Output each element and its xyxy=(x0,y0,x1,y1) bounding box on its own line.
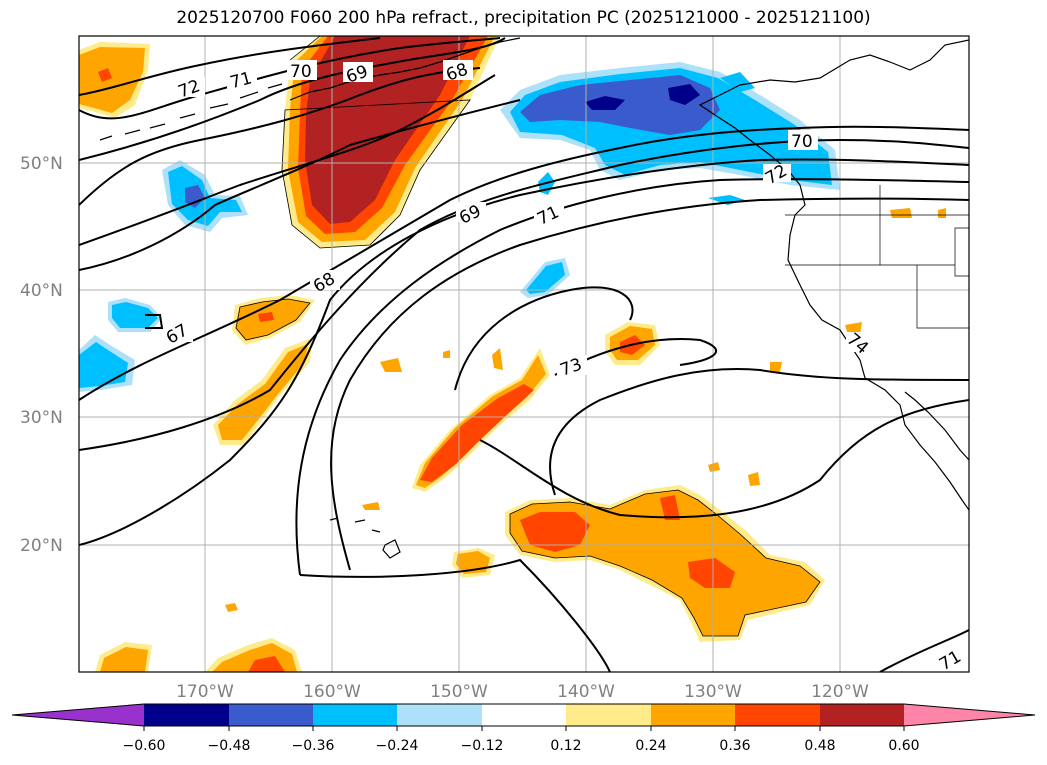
coastlines xyxy=(99,37,969,559)
colorbar-bin xyxy=(144,704,229,726)
coastline-north-america xyxy=(698,39,969,511)
contour-label: 70 xyxy=(290,62,312,82)
contour-line-73 xyxy=(549,368,969,496)
lon-label-130w: 130°W xyxy=(684,682,742,702)
colorbar-tick-label: −0.36 xyxy=(292,738,335,754)
anomaly-region-small-positive xyxy=(938,208,946,218)
colorbar-bin xyxy=(566,704,651,726)
anomaly-region-small-positive xyxy=(770,362,782,372)
contour-line-73-loop xyxy=(454,286,717,391)
contour-line-69 xyxy=(79,67,481,206)
anomaly-region-small-positive xyxy=(362,502,380,510)
longitude-labels: 170°W 160°W 150°W 140°W 130°W 120°W xyxy=(176,682,869,702)
colorbar-tick-label: 0.24 xyxy=(635,738,666,754)
lon-label-170w: 170°W xyxy=(176,682,234,702)
anomaly-region-central-positive xyxy=(420,384,534,482)
map-layers: 72 71 70 69 68 69 71 68 67 73 xyxy=(79,36,969,672)
anomaly-region-south-positive xyxy=(100,647,148,672)
anomaly-region-west-negative xyxy=(185,185,205,208)
anomaly-region-small-positive xyxy=(443,350,450,358)
colorbar-tick-label: 0.36 xyxy=(719,738,750,754)
anomaly-region-west-positive xyxy=(79,47,145,113)
contour-line-68c xyxy=(79,138,969,451)
map-frame xyxy=(78,35,970,673)
anomaly-region-gulf-alaska-negative xyxy=(668,84,700,105)
lon-label-140w: 140°W xyxy=(557,682,615,702)
contour-line-closed-west xyxy=(145,314,164,329)
anomaly-region-small-positive xyxy=(748,472,760,486)
lon-label-150w: 150°W xyxy=(430,682,488,702)
anomaly-region-small-positive xyxy=(708,462,720,472)
colorbar-tick-label: −0.48 xyxy=(208,738,251,754)
colorbar-bin xyxy=(229,704,313,726)
colorbar-over-arrow xyxy=(904,704,1035,726)
coastline-aleutians xyxy=(99,83,283,141)
anomaly-region-gulf-alaska-negative xyxy=(585,96,625,110)
contour-line-72b xyxy=(330,197,969,571)
latitude-labels: 50°N 40°N 30°N 20°N xyxy=(20,154,63,556)
contour-line-72 xyxy=(79,37,381,96)
colorbar-bin xyxy=(313,704,397,726)
contour-labels: 72 71 70 69 68 69 71 68 67 73 xyxy=(163,60,965,672)
colorbar-tick-label: −0.12 xyxy=(461,738,504,754)
anomaly-region-southeast-positive xyxy=(660,495,680,520)
lat-label-30n: 30°N xyxy=(20,408,63,428)
contour-line-71d xyxy=(879,629,969,672)
contour-line-68b xyxy=(79,99,521,271)
colorbar-tick-label: 0.12 xyxy=(550,738,581,754)
anomaly-region-west-negative xyxy=(79,342,128,388)
shading-outlines xyxy=(235,36,821,637)
anomaly-region-mid-negative xyxy=(526,262,565,294)
contour-line-71c xyxy=(299,558,611,672)
contour-lines xyxy=(79,37,969,672)
lat-label-40n: 40°N xyxy=(20,281,63,301)
anomaly-region-mid-negative xyxy=(720,72,755,92)
anomaly-region-southeast-positive xyxy=(688,558,735,588)
contour-line-70 xyxy=(79,37,506,161)
coastline-baja xyxy=(904,391,969,461)
anomaly-region-west-positive xyxy=(218,344,308,440)
lat-label-20n: 20°N xyxy=(20,536,63,556)
contour-line-71 xyxy=(79,37,501,120)
anomaly-region-south-positive xyxy=(225,603,238,612)
anomaly-region-small-positive xyxy=(845,322,862,335)
anomaly-region-west-negative xyxy=(112,302,158,328)
colorbar-ticks xyxy=(143,726,905,731)
anomaly-region-south-positive xyxy=(248,656,285,672)
lon-label-120w: 120°W xyxy=(811,682,869,702)
anomaly-region-small-positive xyxy=(492,348,503,370)
gridlines xyxy=(79,36,969,672)
anomaly-region-small-positive xyxy=(890,208,912,218)
border-states xyxy=(785,185,969,329)
colorbar-under-arrow xyxy=(12,704,144,726)
anomaly-region-west-positive xyxy=(98,68,112,82)
colorbar-bin xyxy=(397,704,482,726)
contour-label: 70 xyxy=(791,132,813,152)
lat-label-50n: 50°N xyxy=(20,154,63,174)
contour-line-67 xyxy=(79,125,969,401)
coastline-hawaii xyxy=(329,517,401,559)
contour-line-69b xyxy=(79,158,969,546)
colorbar-tick-label: 0.60 xyxy=(888,738,919,754)
colorbar-tick-label: 0.48 xyxy=(804,738,835,754)
colorbar-bin xyxy=(735,704,820,726)
colorbar-bin xyxy=(482,704,566,726)
anomaly-region-small-positive xyxy=(380,358,402,372)
anomaly-region-southeast-positive xyxy=(520,512,590,552)
contour-line-71b xyxy=(295,178,969,576)
shaded-fields xyxy=(79,36,946,672)
contour-line-72c xyxy=(479,399,969,519)
colorbar-tick-label: −0.60 xyxy=(123,738,166,754)
figure-title: 2025120700 F060 200 hPa refract., precip… xyxy=(176,8,871,28)
colorbar: −0.60 −0.48 −0.36 −0.24 −0.12 0.12 0.24 … xyxy=(11,703,1036,754)
colorbar-bin xyxy=(651,704,735,726)
lon-label-160w: 160°W xyxy=(303,682,361,702)
anomaly-region-west-positive xyxy=(258,312,274,322)
colorbar-bin xyxy=(820,704,904,726)
colorbar-tick-label: −0.24 xyxy=(376,738,419,754)
